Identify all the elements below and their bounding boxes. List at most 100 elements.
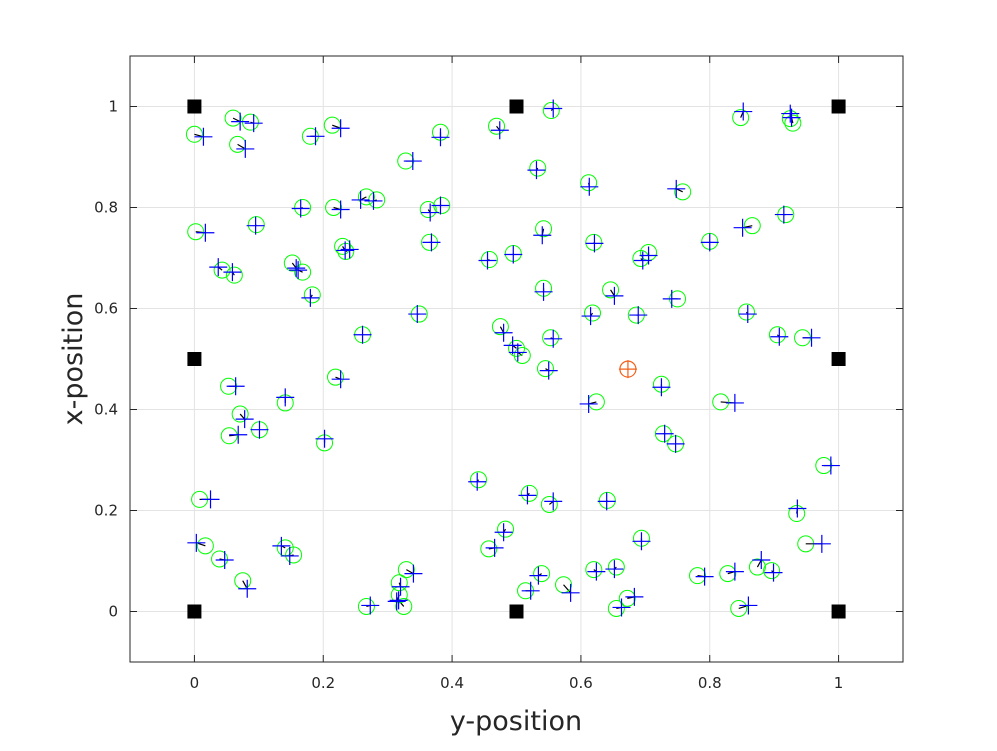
error-link (406, 569, 414, 575)
circle-marker (730, 599, 748, 617)
circle-marker (743, 217, 761, 235)
circle-marker (220, 427, 238, 445)
plus-marker (272, 536, 291, 555)
circle-marker (294, 263, 312, 281)
plus-marker (587, 562, 606, 581)
circle-marker (584, 304, 602, 322)
grid (130, 56, 903, 662)
plus-marker (533, 226, 552, 245)
plus-marker (821, 456, 840, 475)
plus-marker (389, 591, 408, 610)
plus-marker (734, 102, 753, 121)
plus-marker (223, 263, 242, 282)
plus-marker (336, 241, 355, 260)
plus-marker (667, 179, 686, 198)
plus-marker (585, 234, 604, 253)
plus-marker (194, 127, 213, 146)
circle-marker (395, 597, 413, 615)
plus-marker (408, 305, 427, 324)
plus-marker (235, 410, 254, 429)
circle-marker (748, 558, 766, 576)
plus-marker (764, 563, 783, 582)
plus-marker (739, 596, 758, 615)
circle-marker (397, 561, 415, 579)
circle-marker (719, 565, 737, 583)
plus-marker (605, 286, 624, 305)
plus-marker (527, 161, 546, 180)
circle-marker (674, 183, 692, 201)
plus-marker (306, 127, 325, 146)
plus-marker (504, 245, 523, 264)
error-link (756, 559, 762, 568)
plus-marker (421, 203, 440, 222)
square-marker (831, 604, 846, 619)
plus-marker (494, 523, 513, 542)
plus-marker (494, 323, 513, 342)
plus-marker (291, 199, 310, 218)
plus-marker (770, 327, 789, 346)
circle-marker (618, 589, 636, 607)
plus-marker (781, 104, 800, 123)
circle-marker (187, 223, 205, 241)
circle-marker (480, 251, 498, 269)
circle-marker (294, 199, 312, 216)
plus-marker (521, 581, 540, 600)
error-link (291, 262, 297, 269)
plus-marker (468, 472, 487, 491)
plus-marker (733, 218, 752, 237)
plus-marker (238, 579, 257, 598)
circle-marker (737, 303, 755, 321)
y-tick-label: 0.4 (94, 401, 118, 419)
plus-marker (700, 233, 719, 252)
plus-marker (580, 177, 599, 196)
plus-marker (331, 119, 350, 138)
square-marker (831, 352, 846, 366)
circle-marker (513, 346, 531, 364)
plus-marker (802, 328, 821, 347)
plus-marker (431, 196, 450, 215)
plus-marker (581, 307, 600, 326)
circle-marker (784, 114, 802, 132)
plus-marker (534, 282, 553, 301)
y-tick-label: 0.2 (94, 502, 118, 520)
plus-part (618, 360, 637, 379)
circle-marker (196, 537, 214, 555)
circle-marker (224, 109, 242, 127)
circle-marker (607, 558, 625, 576)
x-tick-label: 0.2 (311, 674, 335, 692)
plus-marker (364, 191, 383, 210)
plus-marker (725, 562, 744, 581)
error-link (237, 143, 246, 150)
plus-marker (353, 325, 372, 344)
circle-marker (768, 326, 786, 344)
square-marker (831, 99, 846, 114)
y-axis-label: x-position (58, 293, 89, 426)
circle-marker (211, 550, 229, 568)
plus-marker (544, 99, 563, 118)
circle-marker (585, 561, 603, 579)
circle-marker (357, 188, 375, 206)
circle-marker (469, 471, 487, 489)
plus-marker (518, 486, 537, 505)
circle-marker (480, 540, 498, 558)
plus-marker (287, 259, 306, 278)
x-tick-label: 0.8 (698, 674, 722, 692)
circle-marker (247, 216, 265, 234)
y-tick-label: 0.8 (94, 199, 118, 217)
x-tick-label: 0 (190, 674, 200, 692)
ticks: 0 0.2 0.4 0.6 0.8 1 0 0.2 0.4 0.6 0.8 1 (94, 56, 903, 692)
plus-marker (782, 108, 801, 127)
plus-marker (391, 577, 410, 596)
circle-marker (225, 266, 243, 284)
x-axis-label: y-position (450, 706, 582, 737)
plus-marker (244, 114, 263, 133)
plus-marker (422, 233, 441, 252)
plus-marker (503, 336, 522, 355)
plus-marker (666, 434, 685, 453)
circle-marker (788, 505, 806, 523)
plus-marker (246, 216, 265, 235)
error-link (563, 584, 572, 594)
circle-marker (689, 567, 707, 585)
plus-marker (250, 420, 269, 439)
